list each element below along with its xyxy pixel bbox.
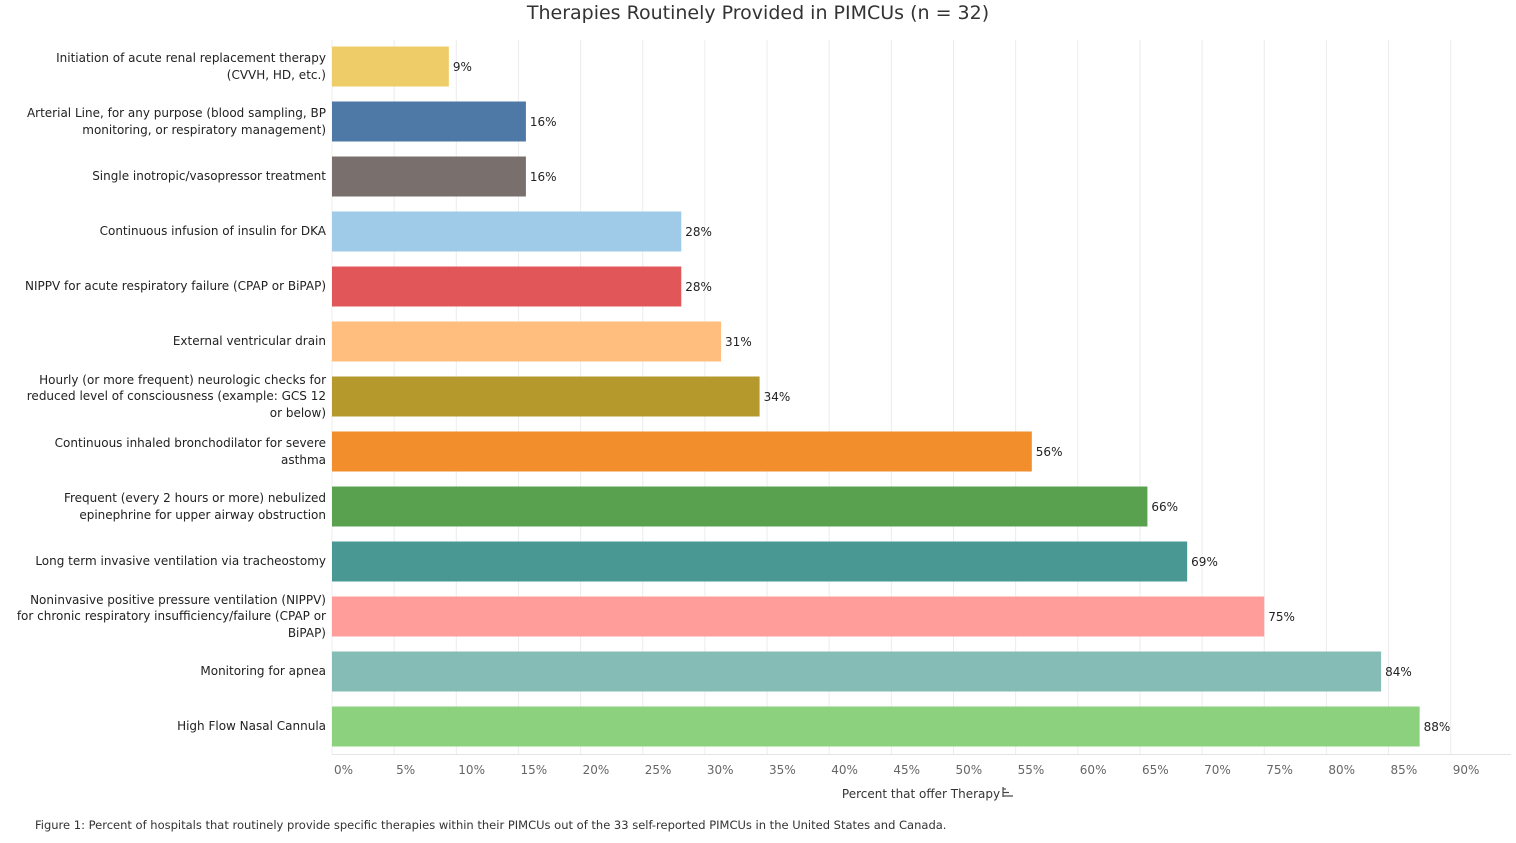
bar: [332, 266, 682, 307]
bar: [332, 651, 1382, 692]
x-tick-label: 25%: [645, 763, 672, 777]
category-label: Monitoring for apnea: [200, 664, 326, 678]
bar: [332, 541, 1188, 582]
category-label: High Flow Nasal Cannula: [177, 719, 326, 733]
x-tick-label: 35%: [769, 763, 796, 777]
chart-title: Therapies Routinely Provided in PIMCUs (…: [526, 2, 990, 24]
bar-value-label: 16%: [530, 115, 557, 129]
x-tick-label: 5%: [396, 763, 415, 777]
x-tick-label: 15%: [520, 763, 547, 777]
bar-value-label: 84%: [1385, 665, 1412, 679]
bar-value-label: 28%: [685, 225, 712, 239]
bar-value-label: 75%: [1268, 610, 1295, 624]
bar-value-label: 69%: [1191, 555, 1218, 569]
bar-value-label: 56%: [1036, 445, 1063, 459]
x-tick-labels: 0% 5% 10% 15% 20% 25% 30% 35% 40% 45% 50% 55% 60% 65%…: [334, 763, 1479, 777]
x-tick-label: 10%: [458, 763, 485, 777]
figure-caption: Figure 1: Percent of hospitals that rout…: [35, 818, 947, 832]
sort-icon: [1002, 787, 1013, 797]
x-tick-label: 50%: [956, 763, 983, 777]
category-label: Long term invasive ventilation via trach…: [35, 554, 326, 568]
bar-value-label: 34%: [764, 390, 791, 404]
category-label: Initiation of acute renal replacement th…: [56, 51, 326, 82]
category-label: Hourly (or more frequent) neurologic che…: [26, 372, 326, 420]
bar: [332, 431, 1032, 472]
category-label: NIPPV for acute respiratory failure (CPA…: [25, 279, 326, 293]
bar: [332, 321, 722, 362]
bar: [332, 46, 449, 87]
bar: [332, 376, 760, 417]
bar: [332, 486, 1148, 527]
category-label: Single inotropic/vasopressor treatment: [92, 169, 326, 183]
x-tick-label: 80%: [1328, 763, 1355, 777]
bars: 9% 16% 16% 28% 28% 31% 34% 56% 66% 69% 75% 84% 88%: [332, 46, 1451, 747]
category-label: Continuous inhaled bronchodilator for se…: [54, 436, 326, 467]
x-tick-label: 90%: [1453, 763, 1480, 777]
bar-value-label: 31%: [725, 335, 752, 349]
bar-value-label: 88%: [1424, 720, 1451, 734]
bar: [332, 706, 1420, 747]
bar-value-label: 9%: [453, 60, 472, 74]
x-tick-label: 20%: [583, 763, 610, 777]
x-tick-label: 60%: [1080, 763, 1107, 777]
x-tick-label: 55%: [1018, 763, 1045, 777]
bar: [332, 211, 682, 252]
x-tick-label: 85%: [1391, 763, 1418, 777]
category-label: Noninvasive positive pressure ventilatio…: [16, 592, 326, 640]
bar: [332, 596, 1265, 637]
bar: [332, 156, 526, 197]
bar-value-label: 66%: [1151, 500, 1178, 514]
x-tick-label: 70%: [1204, 763, 1231, 777]
bar-value-label: 16%: [530, 170, 557, 184]
bar: [332, 101, 526, 142]
category-label: Frequent (every 2 hours or more) nebuliz…: [63, 491, 326, 522]
category-label: Continuous infusion of insulin for DKA: [99, 224, 326, 238]
x-tick-label: 75%: [1266, 763, 1293, 777]
x-axis-title: Percent that offer Therapy: [842, 787, 1000, 801]
bar-value-label: 28%: [685, 280, 712, 294]
x-tick-label: 45%: [893, 763, 920, 777]
category-label: Arterial Line, for any purpose (blood sa…: [26, 106, 326, 137]
category-label: External ventricular drain: [172, 334, 326, 348]
x-tick-label: 40%: [831, 763, 858, 777]
x-tick-label: 30%: [707, 763, 734, 777]
x-tick-label: 0%: [334, 763, 353, 777]
x-tick-label: 65%: [1142, 763, 1169, 777]
